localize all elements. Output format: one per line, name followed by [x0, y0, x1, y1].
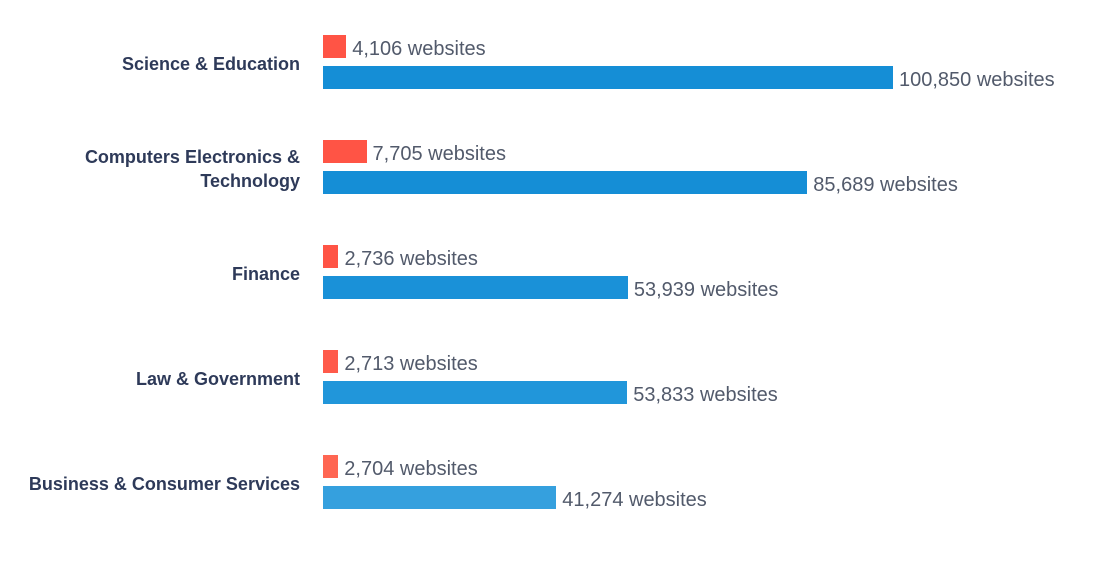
category-label-line: Computers Electronics & [84, 147, 300, 167]
bar-large [323, 276, 628, 299]
bar-small [323, 350, 339, 373]
value-label: 4,106 websites [352, 37, 486, 60]
bar-small [323, 35, 347, 58]
category-label: Business & Consumer Services [0, 472, 300, 496]
category-label-line: Finance [231, 264, 300, 284]
value-label: 85,689 websites [813, 173, 958, 196]
category-label: Computers Electronics & Technology [0, 145, 300, 193]
value-label: 7,705 websites [372, 142, 506, 165]
category-label-line: Technology [200, 171, 300, 191]
value-label: 100,850 websites [899, 68, 1055, 91]
category-label-line: Science & Education [121, 54, 300, 74]
category-label: Finance [0, 262, 300, 286]
bar-small [323, 455, 339, 478]
bar-small [323, 140, 367, 163]
category-label: Science & Education [0, 52, 300, 76]
bar-large [323, 381, 628, 404]
value-label: 2,704 websites [344, 457, 478, 480]
bar-small [323, 245, 339, 268]
value-label: 2,736 websites [344, 247, 478, 270]
value-label: 53,939 websites [633, 278, 779, 301]
category-label-line: Business & Consumer Services [28, 474, 300, 494]
bar-large [323, 171, 808, 194]
category-label: Law & Government [0, 367, 300, 391]
bar-large [323, 66, 893, 89]
category-label-line: Law & Government [135, 369, 300, 389]
value-label: 53,833 websites [633, 383, 778, 406]
bar-large [323, 486, 557, 509]
value-label: 41,274 websites [562, 488, 707, 511]
value-label: 2,713 websites [344, 352, 478, 375]
